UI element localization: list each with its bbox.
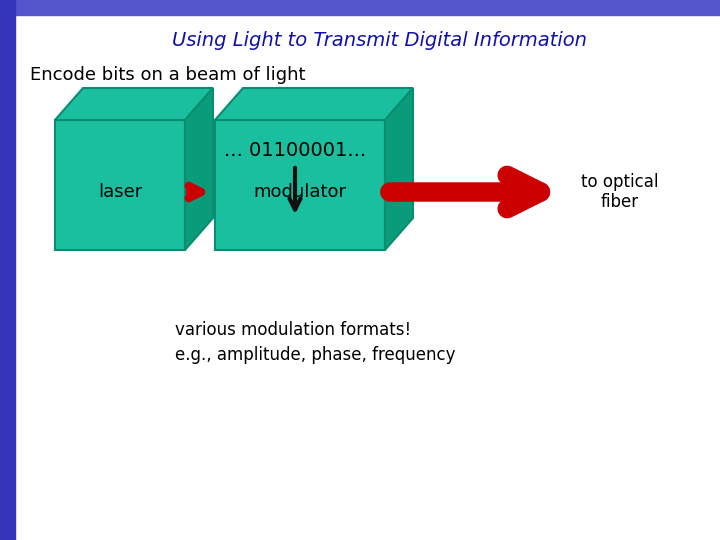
- Polygon shape: [215, 120, 385, 250]
- Polygon shape: [55, 88, 213, 120]
- Text: laser: laser: [98, 183, 142, 201]
- Text: Using Light to Transmit Digital Information: Using Light to Transmit Digital Informat…: [173, 30, 588, 50]
- Bar: [0, 0, 720, 15]
- Text: modulator: modulator: [253, 183, 346, 201]
- Polygon shape: [215, 88, 413, 120]
- Polygon shape: [55, 120, 185, 250]
- Text: various modulation formats!: various modulation formats!: [175, 321, 411, 339]
- Text: to optical
fiber: to optical fiber: [581, 173, 659, 211]
- Text: e.g., amplitude, phase, frequency: e.g., amplitude, phase, frequency: [175, 346, 456, 364]
- Text: Encode bits on a beam of light: Encode bits on a beam of light: [30, 66, 305, 84]
- Bar: [0, 0, 15, 540]
- Polygon shape: [185, 88, 213, 250]
- Polygon shape: [385, 88, 413, 250]
- Text: ... 01100001...: ... 01100001...: [224, 140, 366, 159]
